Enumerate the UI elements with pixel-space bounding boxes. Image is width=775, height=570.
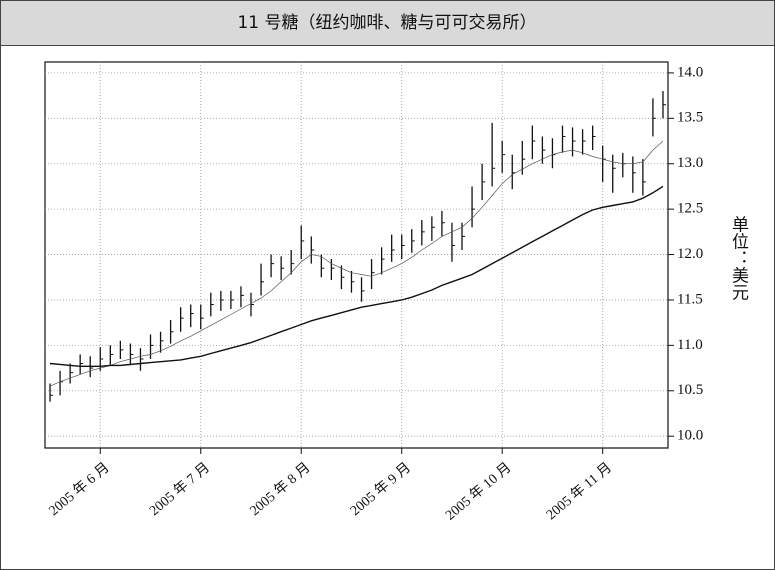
y-axis-label: 单位：美元: [728, 215, 749, 300]
moving-average: [49, 140, 664, 387]
y-tick-label: 10.5: [677, 382, 703, 398]
chart-title: 11 号糖（纽约咖啡、糖与可可交易所）: [237, 13, 536, 33]
y-tick-label: 11.5: [677, 291, 703, 307]
y-tick-label: 14.0: [677, 64, 703, 80]
y-tick-label: 13.5: [677, 110, 703, 126]
y-tick-label: 13.0: [677, 155, 703, 171]
header: [0, 0, 775, 46]
y-tick-label: 10.0: [677, 428, 703, 444]
y-tick-label: 12.0: [677, 246, 703, 262]
moving-average: [49, 185, 664, 367]
y-tick-label: 11.0: [677, 337, 703, 353]
y-tick-label: 12.5: [677, 201, 703, 217]
